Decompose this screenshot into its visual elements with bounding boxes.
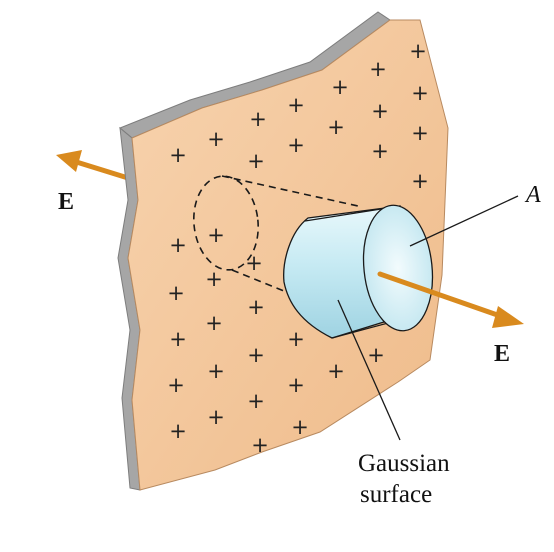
plus-charge: +: [251, 433, 269, 457]
plus-charge: +: [367, 343, 385, 367]
plus-charge: +: [169, 419, 187, 443]
plus-charge: +: [411, 121, 429, 145]
plus-charge: +: [287, 373, 305, 397]
plus-charge: +: [167, 373, 185, 397]
surface-leader-line: [337, 299, 401, 441]
field-label-left: E: [58, 189, 74, 215]
plus-charge: +: [327, 359, 345, 383]
plus-charge: +: [169, 143, 187, 167]
plus-charge: +: [249, 107, 267, 131]
plus-charge: +: [287, 327, 305, 351]
plus-charge: +: [207, 405, 225, 429]
plus-charge: +: [247, 149, 265, 173]
plus-charge: +: [205, 267, 223, 291]
plus-charge: +: [207, 223, 225, 247]
plus-charge: +: [411, 81, 429, 105]
plus-charge: +: [247, 389, 265, 413]
plus-charge: +: [331, 75, 349, 99]
plus-charge: +: [371, 139, 389, 163]
plus-charge: +: [247, 295, 265, 319]
area-leader-line: [409, 195, 519, 247]
gaussian-surface-label-1: Gaussian: [358, 450, 450, 477]
plus-charge: +: [327, 115, 345, 139]
plus-charge: +: [411, 169, 429, 193]
plus-charge: +: [205, 311, 223, 335]
plus-charge: +: [207, 359, 225, 383]
plus-charge: +: [169, 233, 187, 257]
plus-charge: +: [287, 93, 305, 117]
cylinder-cap: [362, 204, 434, 332]
plus-charge: +: [247, 343, 265, 367]
charge-grid: + + + + + + + + + + + + + + + + + + + + + + + + + + + + + + + + + + +: [167, 39, 429, 457]
gaussian-cylinder: [283, 204, 434, 339]
back-cap-outline: [192, 175, 260, 271]
plus-charge: +: [409, 39, 427, 63]
field-label-right: E: [494, 341, 510, 367]
gaussian-surface-label-2: surface: [360, 481, 432, 508]
field-arrow-right: [377, 271, 524, 328]
plus-charge: +: [287, 133, 305, 157]
plus-charge: +: [167, 281, 185, 305]
plus-charge: +: [291, 415, 309, 439]
plus-charge: +: [169, 327, 187, 351]
plus-charge: +: [369, 57, 387, 81]
plus-charge: +: [371, 99, 389, 123]
plus-charge: +: [207, 127, 225, 151]
plus-charge: +: [245, 251, 263, 275]
area-label: A: [524, 182, 541, 208]
